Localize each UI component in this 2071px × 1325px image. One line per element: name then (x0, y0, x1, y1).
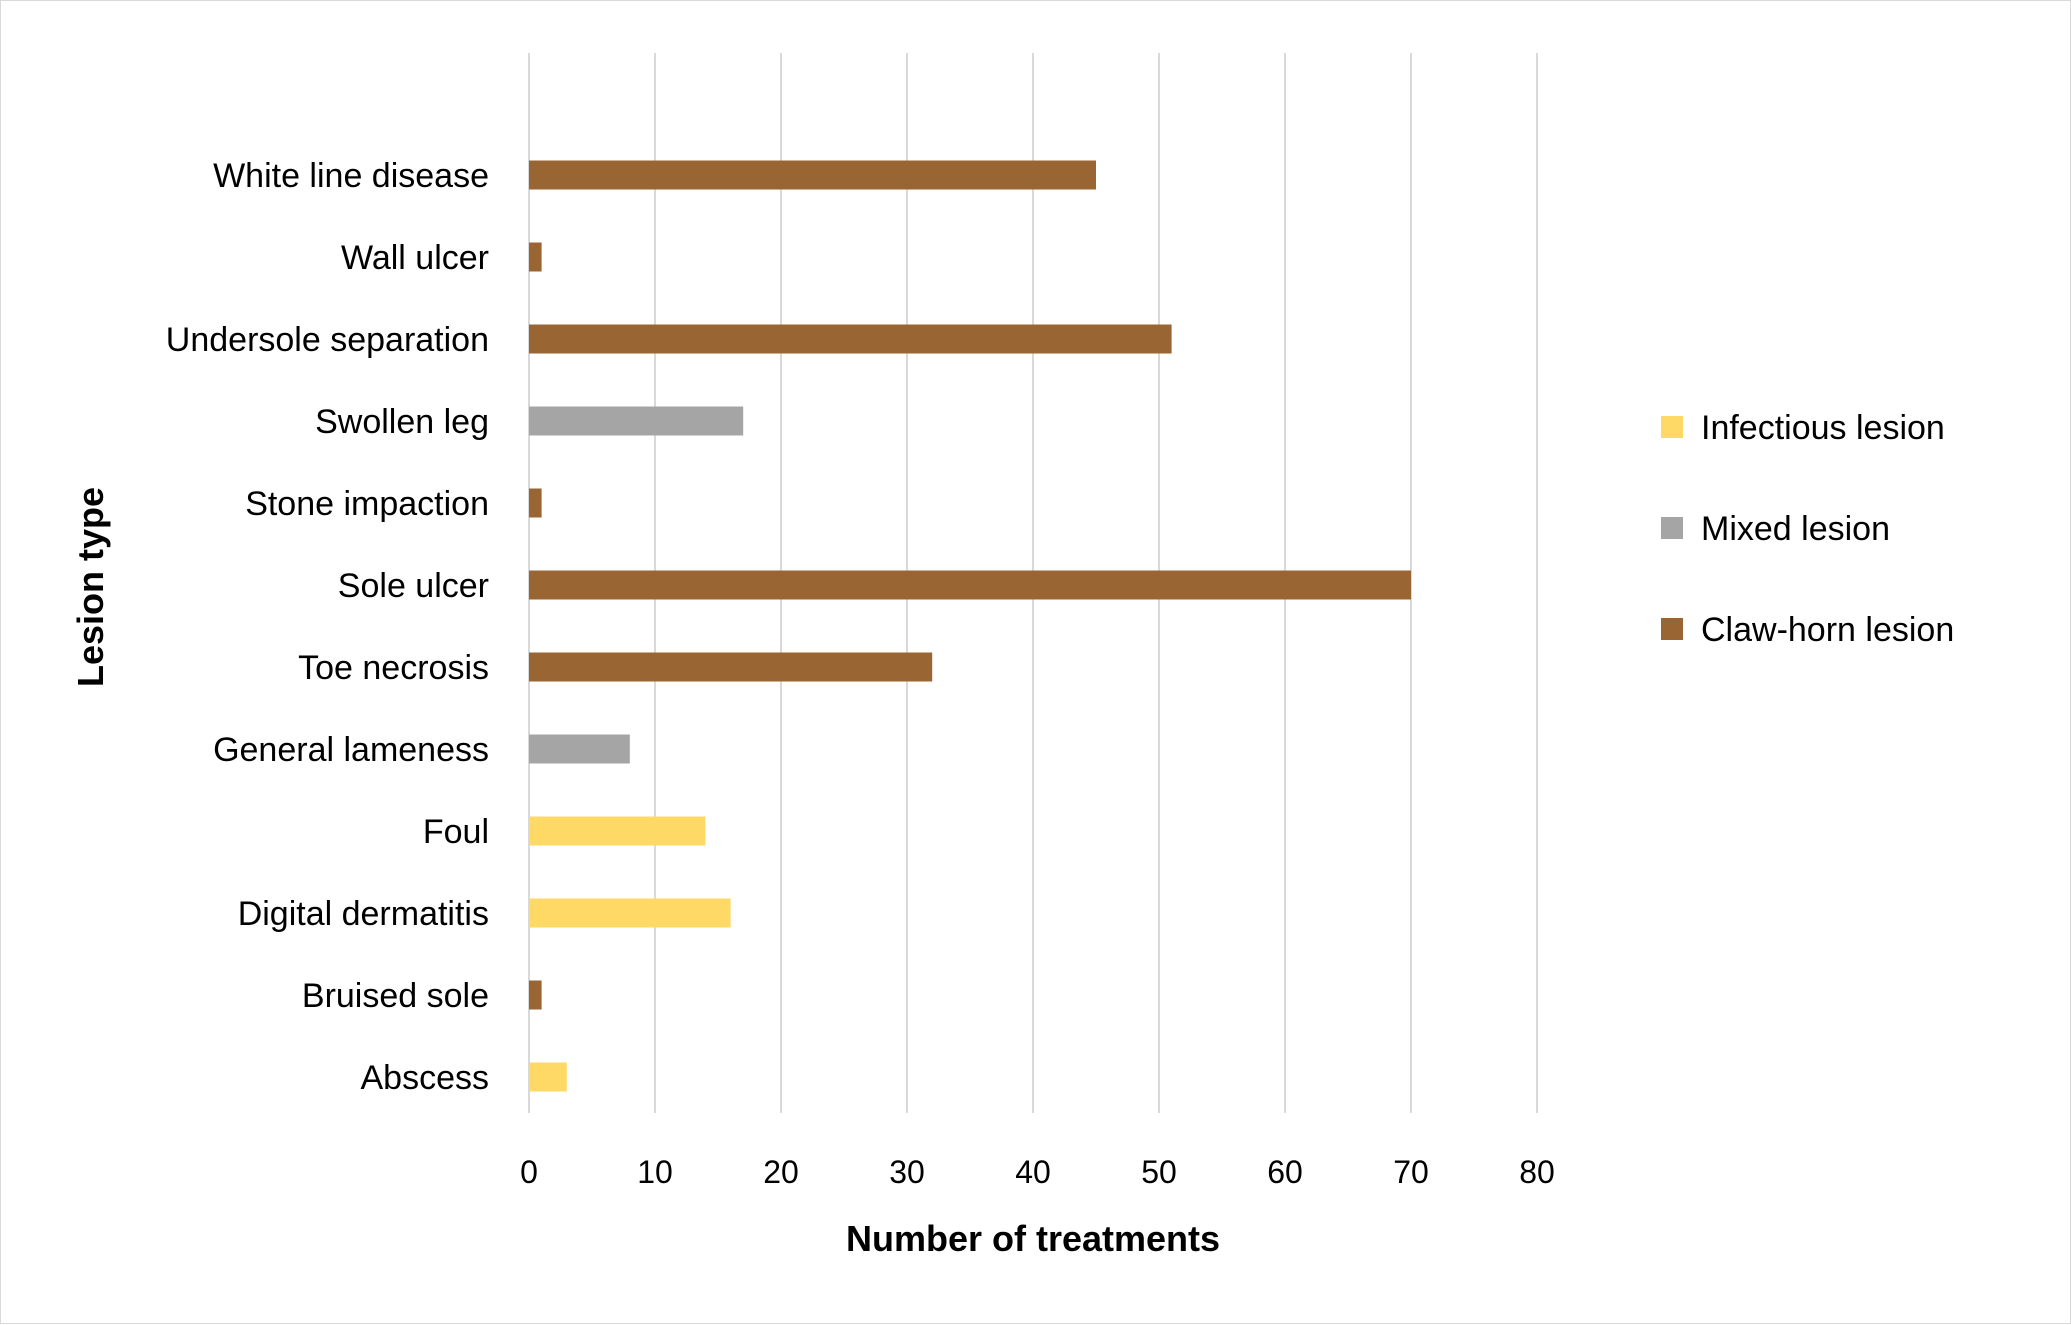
x-tick-label-80: 80 (1519, 1154, 1555, 1190)
bar-wall-ulcer (529, 242, 542, 272)
legend-swatch-mixed-lesion (1661, 517, 1683, 539)
bar-stone-impaction (529, 488, 542, 518)
legend-item-mixed-lesion: Mixed lesion (1661, 510, 1890, 548)
category-label-sole-ulcer: Sole ulcer (338, 567, 489, 605)
x-tick-labels: 0 10 20 30 40 50 60 70 80 (520, 1154, 1555, 1190)
legend-item-claw-horn-lesion: Claw-horn lesion (1661, 611, 1954, 649)
bar-general-lameness (529, 734, 630, 764)
category-label-stone-impaction: Stone impaction (245, 485, 489, 523)
x-tick-label-50: 50 (1141, 1154, 1177, 1190)
x-tick-label-10: 10 (637, 1154, 673, 1190)
category-label-white-line-disease: White line disease (213, 157, 489, 195)
category-label-wall-ulcer: Wall ulcer (341, 239, 489, 277)
x-tick-label-30: 30 (889, 1154, 925, 1190)
legend-label-claw-horn-lesion: Claw-horn lesion (1701, 611, 1954, 649)
bar-white-line-disease (529, 160, 1096, 190)
y-axis-title: Lesion type (70, 487, 111, 687)
category-label-bruised-sole: Bruised sole (302, 977, 489, 1015)
legend: Infectious lesion Mixed lesion Claw-horn l… (1661, 409, 1954, 649)
category-label-undersole-separation: Undersole separation (166, 321, 489, 359)
bar-digital-dermatitis (529, 898, 731, 928)
bar-swollen-leg (529, 406, 744, 436)
bars (529, 160, 1411, 1092)
bar-bruised-sole (529, 980, 542, 1010)
category-label-digital-dermatitis: Digital dermatitis (238, 895, 489, 933)
bar-toe-necrosis (529, 652, 933, 682)
bar-foul (529, 816, 706, 846)
x-tick-label-0: 0 (520, 1154, 538, 1190)
bar-undersole-separation (529, 324, 1172, 354)
legend-label-infectious-lesion: Infectious lesion (1701, 409, 1945, 447)
category-label-foul: Foul (423, 813, 489, 851)
x-tick-label-60: 60 (1267, 1154, 1303, 1190)
category-label-toe-necrosis: Toe necrosis (298, 649, 489, 687)
bar-sole-ulcer (529, 570, 1411, 600)
category-label-swollen-leg: Swollen leg (315, 403, 489, 441)
legend-swatch-claw-horn-lesion (1661, 618, 1683, 640)
bar-abscess (529, 1062, 567, 1092)
x-tick-label-40: 40 (1015, 1154, 1051, 1190)
category-label-abscess: Abscess (361, 1059, 490, 1097)
x-tick-label-70: 70 (1393, 1154, 1429, 1190)
category-labels: White line disease Wall ulcer Undersole se… (166, 157, 489, 1097)
category-label-general-lameness: General lameness (213, 731, 489, 769)
legend-swatch-infectious-lesion (1661, 416, 1683, 438)
x-axis-title: Number of treatments (846, 1218, 1220, 1259)
x-tick-label-20: 20 (763, 1154, 799, 1190)
legend-item-infectious-lesion: Infectious lesion (1661, 409, 1945, 447)
legend-label-mixed-lesion: Mixed lesion (1701, 510, 1890, 548)
